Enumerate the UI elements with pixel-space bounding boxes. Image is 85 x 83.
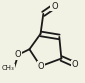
Text: O: O [51,2,58,11]
Text: O: O [15,50,22,59]
Text: O: O [72,60,79,69]
Text: CH₃: CH₃ [1,65,14,71]
Text: O: O [37,62,44,71]
